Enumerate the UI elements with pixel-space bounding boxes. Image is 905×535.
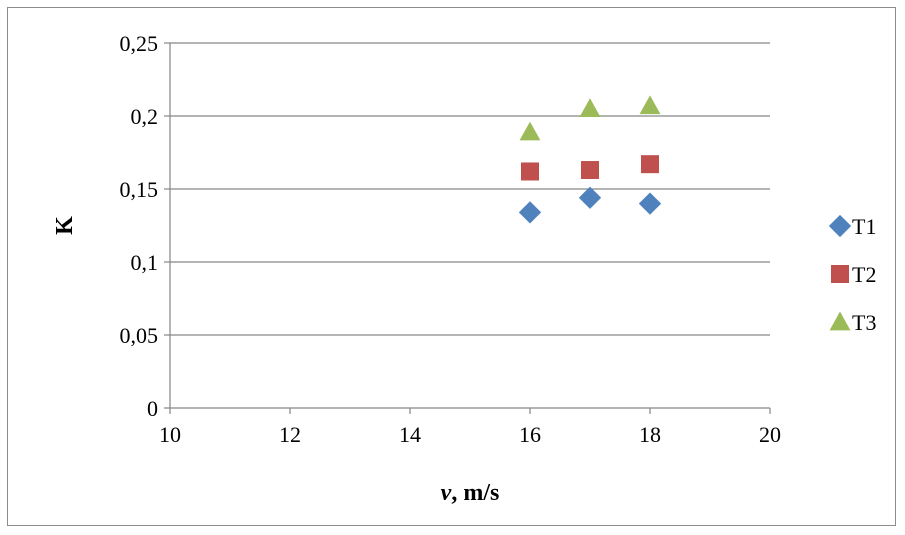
y-axis-title: K [52,216,78,235]
data-point-t3 [519,121,541,141]
grid-lines [170,42,770,336]
y-tick-label: 0,15 [120,177,159,202]
legend: T1 T2 T3 [828,214,876,335]
data-point-t3 [579,98,601,118]
legend-label: T2 [852,262,876,287]
x-tick-labels: 10 12 14 16 18 20 [159,408,781,447]
x-tick-label: 14 [399,422,421,447]
chart-frame [7,7,896,526]
x-axis-title: v, m/s [441,480,500,506]
x-axis-title-symbol: v [441,480,452,506]
data-point-t1 [578,186,602,209]
y-tick-label: 0 [147,396,158,421]
data-point-t2 [581,161,599,180]
y-tick-label: 0,05 [120,323,159,348]
legend-item-t3: T3 [829,310,876,335]
legend-label: T3 [852,310,876,335]
y-tick-label: 0,25 [120,31,159,56]
data-point-t1 [518,201,542,224]
legend-item-t2: T2 [831,262,876,287]
data-point-t1 [638,192,662,215]
x-tick-label: 16 [519,422,541,447]
x-tick-label: 10 [159,422,181,447]
data-point-t2 [641,155,659,174]
x-tick-label: 18 [639,422,661,447]
x-tick-label: 20 [759,422,781,447]
data-point-t3 [639,95,661,115]
data-points [518,95,662,224]
axes [169,43,770,409]
legend-marker-t3 [829,311,851,331]
legend-marker-t1 [828,214,852,238]
y-tick-labels: 0 0,05 0,1 0,15 0,2 0,25 [120,31,170,421]
x-axis-title-unit: , m/s [451,480,499,506]
x-tick-label: 12 [279,422,301,447]
legend-marker-t2 [831,265,849,283]
data-point-t2 [521,162,539,181]
y-tick-label: 0,1 [131,250,159,275]
y-tick-label: 0,2 [131,104,159,129]
legend-item-t1: T1 [828,214,876,239]
legend-label: T1 [852,214,876,239]
